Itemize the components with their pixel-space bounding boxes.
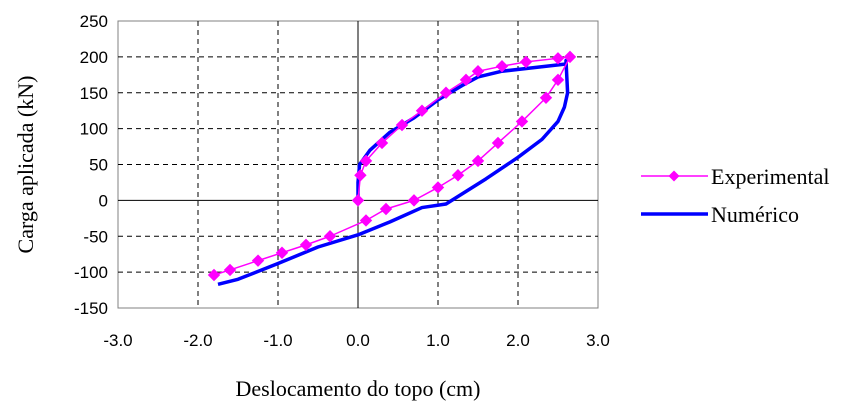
x-axis-title: Deslocamento do topo (cm) (236, 376, 481, 401)
y-tick-label: 100 (80, 120, 108, 139)
data-point-experimental (539, 91, 553, 104)
legend: Experimental Numérico (641, 164, 830, 227)
data-point-experimental (354, 169, 367, 182)
data-point-experimental (491, 136, 505, 150)
data-point-experimental (379, 202, 393, 216)
legend-label-experimental: Experimental (711, 164, 830, 189)
tick-labels: -3.0 -2.0 -1.0 0.0 1.0 2.0 3.0 -150 -100 -50 0 50 10… (74, 12, 610, 350)
data-point-experimental (563, 50, 577, 64)
x-tick-label: 2.0 (506, 331, 530, 350)
data-point-experimental (359, 154, 373, 168)
data-point-experimental (299, 238, 313, 252)
y-tick-label: 50 (89, 156, 108, 175)
y-tick-label: 150 (80, 84, 108, 103)
series-layer (207, 50, 577, 287)
data-point-experimental (395, 118, 409, 132)
data-point-experimental (275, 246, 289, 259)
x-tick-label: -3.0 (103, 331, 132, 350)
data-point-experimental (551, 52, 565, 65)
y-tick-label: -150 (74, 299, 108, 318)
data-point-experimental (439, 86, 453, 99)
x-tick-label: -1.0 (263, 331, 292, 350)
data-point-experimental (471, 65, 485, 78)
data-point-experimental (415, 104, 429, 117)
y-axis-title: Carga aplicada (kN) (13, 76, 38, 254)
x-tick-label: -2.0 (183, 331, 212, 350)
data-point-experimental (223, 263, 237, 277)
x-tick-label: 0.0 (346, 331, 370, 350)
data-point-experimental (431, 181, 445, 194)
data-point-experimental (471, 154, 485, 168)
series-line-numerico (217, 58, 570, 287)
y-tick-label: 200 (80, 48, 108, 67)
x-tick-label: 1.0 (426, 331, 450, 350)
y-tick-label: -50 (83, 227, 108, 246)
data-point-experimental (407, 194, 421, 207)
data-point-experimental (323, 230, 337, 243)
y-tick-label: 250 (80, 12, 108, 31)
data-point-experimental (375, 136, 389, 150)
data-point-experimental (251, 254, 265, 267)
data-point-experimental (495, 59, 509, 73)
data-point-experimental (519, 55, 533, 69)
data-point-experimental (451, 169, 465, 182)
data-point-experimental (459, 73, 473, 87)
data-point-experimental (515, 115, 529, 128)
legend-marker-experimental (668, 170, 680, 182)
x-tick-label: 3.0 (586, 331, 610, 350)
y-tick-label: -100 (74, 263, 108, 282)
data-point-experimental (351, 194, 365, 207)
legend-label-numerico: Numérico (711, 202, 799, 227)
data-point-experimental (359, 214, 373, 227)
y-tick-label: 0 (99, 191, 108, 210)
data-point-experimental (551, 73, 565, 87)
data-point-experimental (207, 268, 221, 282)
